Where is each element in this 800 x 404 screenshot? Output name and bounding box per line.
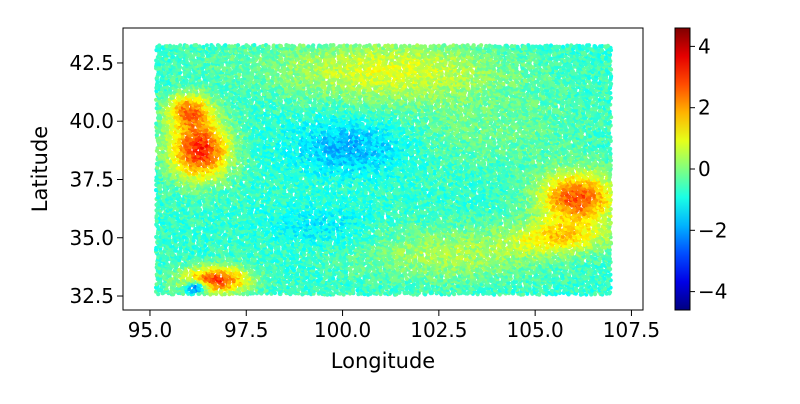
data-point <box>334 222 339 227</box>
data-point <box>432 278 437 283</box>
data-point <box>607 290 613 295</box>
data-point <box>573 286 579 291</box>
data-point <box>207 282 212 287</box>
data-point <box>549 288 554 293</box>
data-point <box>328 290 333 295</box>
data-point <box>292 285 297 290</box>
data-point <box>562 286 567 291</box>
data-point <box>555 284 561 289</box>
data-point <box>222 292 227 297</box>
data-point <box>264 288 269 293</box>
data-point <box>312 286 317 291</box>
data-point <box>498 239 503 244</box>
data-point <box>401 282 406 287</box>
data-point <box>323 223 328 228</box>
data-point <box>558 223 563 228</box>
data-points <box>154 43 614 297</box>
data-point <box>362 282 368 287</box>
data-point <box>249 268 254 273</box>
data-point <box>499 286 504 291</box>
data-point <box>608 272 613 277</box>
data-point <box>593 284 598 289</box>
data-point <box>474 284 479 289</box>
data-point <box>405 290 410 295</box>
data-point <box>378 284 383 289</box>
data-point <box>397 290 402 295</box>
data-point <box>341 292 346 297</box>
data-point <box>452 284 457 289</box>
data-point <box>338 291 343 296</box>
data-point <box>309 288 314 293</box>
data-point <box>164 286 169 291</box>
data-point <box>468 286 473 291</box>
data-point <box>183 268 188 273</box>
data-point <box>426 284 431 289</box>
data-point <box>181 235 186 240</box>
data-point <box>450 237 455 242</box>
data-point <box>347 254 352 260</box>
data-point <box>469 290 474 295</box>
data-point <box>220 282 225 287</box>
data-point <box>196 286 202 291</box>
data-point <box>325 292 330 297</box>
data-point <box>537 292 542 297</box>
data-point <box>402 290 407 295</box>
data-point <box>245 289 250 295</box>
data-point <box>327 284 332 289</box>
data-point <box>521 292 526 297</box>
data-point <box>375 229 380 234</box>
data-point <box>411 282 417 287</box>
data-point <box>602 286 608 291</box>
data-point <box>371 248 376 253</box>
data-point <box>397 282 402 287</box>
data-point <box>407 258 412 264</box>
data-point <box>413 224 418 229</box>
data-point <box>429 234 434 240</box>
data-point <box>218 288 224 293</box>
data-point <box>289 274 294 279</box>
data-point <box>514 268 519 273</box>
